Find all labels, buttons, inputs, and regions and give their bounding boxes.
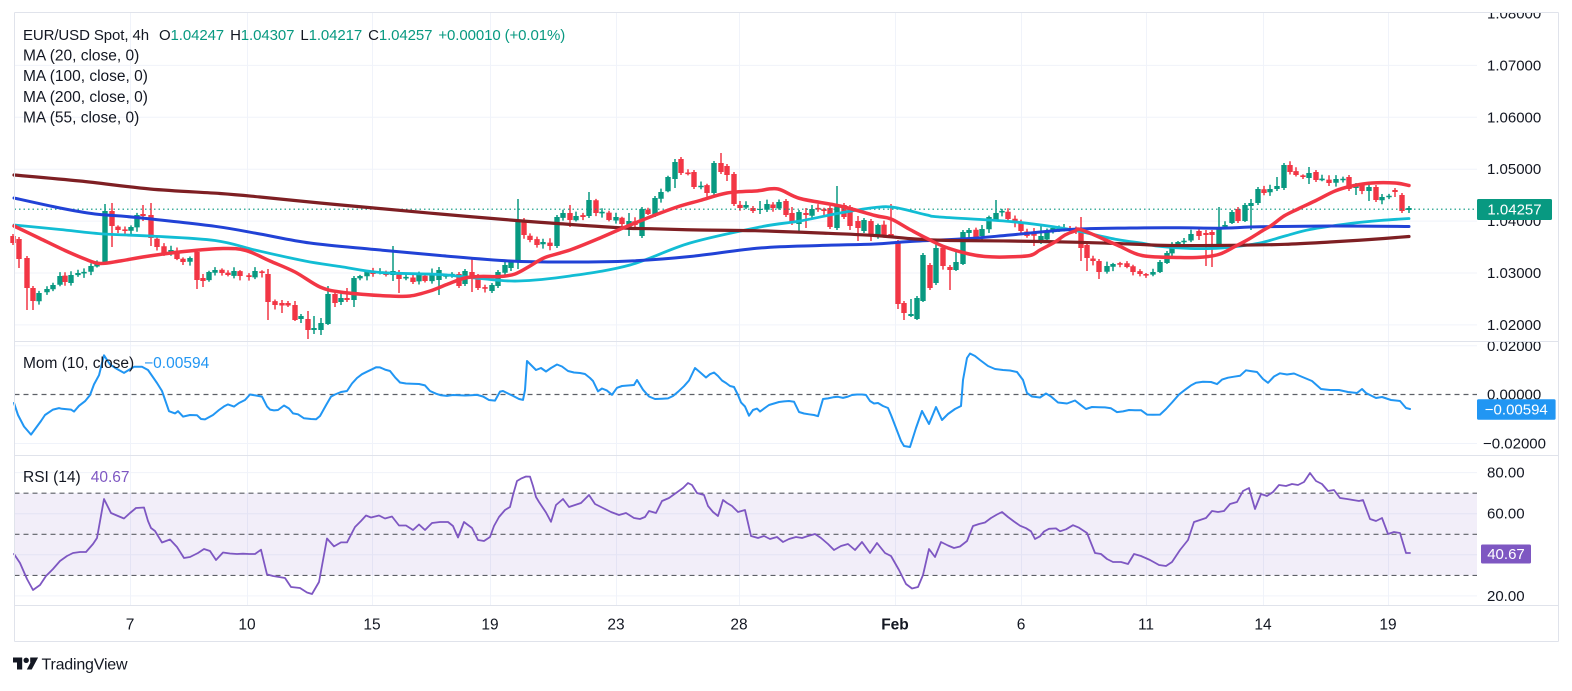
svg-text:Feb: Feb	[881, 617, 909, 634]
svg-text:RSI (14)40.67: RSI (14) 40.67	[23, 469, 130, 486]
svg-text:19: 19	[1379, 617, 1396, 634]
svg-text:11: 11	[1138, 617, 1154, 634]
svg-text:−0.00594: −0.00594	[1485, 401, 1548, 418]
svg-text:MA (200, close, 0): MA (200, close, 0)	[23, 89, 148, 106]
svg-text:Mom (10, close)−0.00594: Mom (10, close) −0.00594	[23, 355, 210, 372]
svg-text:80.00: 80.00	[1487, 465, 1525, 482]
svg-text:20.00: 20.00	[1487, 588, 1525, 605]
svg-text:23: 23	[607, 617, 624, 634]
svg-text:1.06000: 1.06000	[1487, 109, 1541, 126]
svg-text:19: 19	[481, 617, 498, 634]
svg-text:7: 7	[126, 617, 135, 634]
svg-text:MA (20, close, 0): MA (20, close, 0)	[23, 48, 139, 65]
svg-text:1.05000: 1.05000	[1487, 161, 1541, 178]
svg-text:10: 10	[238, 617, 256, 634]
svg-text:6: 6	[1017, 617, 1026, 634]
svg-text:1.03000: 1.03000	[1487, 265, 1541, 282]
svg-text:60.00: 60.00	[1487, 506, 1525, 523]
svg-text:1.02000: 1.02000	[1487, 317, 1541, 334]
svg-text:0.00000: 0.00000	[1487, 386, 1541, 403]
svg-text:MA (55, close, 0): MA (55, close, 0)	[23, 110, 139, 127]
svg-text:MA (100, close, 0): MA (100, close, 0)	[23, 68, 148, 85]
svg-text:15: 15	[363, 617, 380, 634]
svg-text:1.07000: 1.07000	[1487, 57, 1541, 74]
svg-text:−0.02000: −0.02000	[1483, 436, 1546, 453]
svg-text:0.02000: 0.02000	[1487, 338, 1541, 355]
svg-text:28: 28	[730, 617, 747, 634]
svg-text:40.67: 40.67	[1487, 546, 1525, 563]
svg-text:1.04257: 1.04257	[1487, 202, 1541, 219]
svg-text:14: 14	[1254, 617, 1272, 634]
svg-text:TradingView: TradingView	[42, 657, 128, 674]
